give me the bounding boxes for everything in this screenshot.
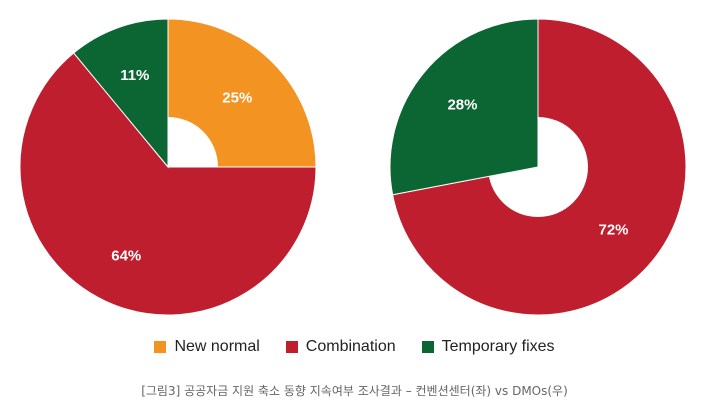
data-label-combination-2: 72%: [598, 221, 628, 238]
slice-temporary-fixes-2: [389, 18, 539, 196]
legend-label-new-normal: New normal: [174, 338, 260, 355]
legend-label-combination: Combination: [305, 338, 396, 355]
legend-swatch-combination: [285, 341, 298, 353]
legend-label-temporary-fixes: Temporary fixes: [441, 338, 555, 355]
legend: New normal Combination Temporary fixes: [0, 338, 709, 356]
donut-chart-2: 72% 28%: [389, 18, 687, 316]
data-label-temporary-fixes-2: 28%: [447, 97, 477, 114]
slice-combination-1: [19, 52, 317, 316]
slice-new-normal-1: [167, 18, 317, 168]
legend-swatch-temporary-fixes: [421, 341, 434, 353]
donut-charts: 25% 64% 11% 72% 28%: [19, 18, 687, 316]
legend-item-temporary-fixes: Temporary fixes: [421, 338, 555, 356]
data-label-temporary-fixes-1: 11%: [120, 67, 149, 84]
legend-item-combination: Combination: [285, 338, 396, 356]
donut-chart-1: 25% 64% 11%: [19, 18, 317, 316]
data-label-new-normal-1: 25%: [222, 90, 252, 107]
data-label-combination-1: 64%: [111, 248, 141, 265]
legend-swatch-new-normal: [154, 341, 167, 353]
figure-caption: [그림3] 공공자금 지원 축소 동향 지속여부 조사결과 – 컨벤션센터(좌)…: [141, 384, 568, 398]
legend-item-new-normal: New normal: [154, 338, 260, 356]
slice-temporary-fixes-1: [72, 18, 169, 169]
